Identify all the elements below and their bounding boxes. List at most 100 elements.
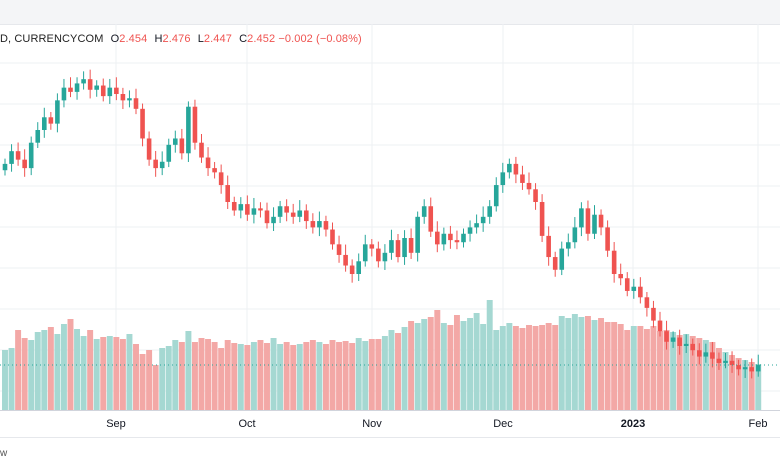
volume-bar — [205, 339, 212, 410]
candle — [559, 241, 565, 276]
candle — [526, 172, 532, 195]
candle — [304, 204, 309, 229]
volume-bar — [571, 314, 578, 410]
candle — [454, 230, 460, 250]
volume-bar — [702, 340, 709, 410]
candle-body — [467, 227, 473, 234]
candle-body — [710, 352, 715, 359]
candle-body — [35, 130, 41, 143]
volume-bar — [231, 343, 238, 410]
volume-bar — [250, 342, 257, 410]
candle-body — [81, 79, 86, 84]
volume-bar — [322, 344, 329, 410]
candle-body — [585, 208, 591, 234]
candle — [61, 78, 67, 108]
candle — [369, 239, 375, 257]
x-tick-label: Dec — [493, 418, 513, 430]
candle — [598, 209, 604, 236]
candle — [605, 220, 610, 257]
candle-body — [500, 172, 506, 186]
candle — [493, 177, 499, 212]
volume-bar — [2, 350, 8, 410]
volume-bar — [362, 341, 369, 410]
volume-bar — [191, 342, 198, 410]
candle — [120, 87, 126, 110]
volume-bar — [8, 348, 15, 410]
candle — [100, 78, 106, 102]
volume-bar — [467, 318, 474, 410]
candle-body — [356, 261, 361, 274]
candle-series — [2, 69, 761, 379]
candle-body — [127, 98, 132, 101]
candle-body — [454, 240, 460, 243]
high-value: 2.476 — [162, 33, 191, 45]
candle — [343, 244, 348, 272]
volume-bar — [460, 321, 467, 410]
volume-bar — [159, 348, 166, 410]
candle-body — [526, 182, 532, 190]
candle-body — [677, 337, 682, 346]
candle-body — [644, 297, 650, 308]
candle — [703, 343, 709, 363]
candle — [55, 93, 60, 133]
volume-bar — [539, 325, 546, 410]
volume-bar — [211, 342, 218, 410]
candle-body — [284, 206, 289, 213]
candle — [428, 197, 434, 237]
candle — [258, 202, 263, 218]
candle-body — [657, 320, 663, 332]
candle-body — [474, 223, 479, 228]
volume-bar — [493, 330, 500, 410]
candle-body — [133, 98, 139, 109]
candle — [415, 211, 420, 262]
volume-bar — [119, 339, 126, 410]
volume-bar — [381, 336, 388, 410]
candle — [42, 107, 47, 138]
candle — [539, 194, 545, 243]
volume-bar — [87, 330, 94, 410]
volume-bar — [683, 334, 690, 410]
volume-bar — [93, 339, 100, 410]
candle-body — [192, 106, 198, 143]
candle-body — [552, 257, 558, 270]
candle-body — [382, 252, 388, 262]
candle-body — [572, 227, 578, 243]
volume-bar — [244, 345, 251, 410]
volume-bar — [552, 325, 559, 410]
candle-body — [729, 360, 735, 366]
volume-bar — [139, 354, 146, 410]
candle — [736, 359, 741, 376]
candle-body — [611, 250, 617, 274]
volume-bar — [165, 346, 172, 410]
volume-bar — [113, 337, 120, 410]
candle-body — [2, 163, 8, 171]
candle-body — [304, 210, 309, 222]
volume-bar — [54, 334, 61, 410]
candle — [140, 103, 145, 147]
volume-bar — [414, 323, 421, 410]
candle — [677, 329, 682, 355]
volume-bar — [388, 330, 395, 410]
candle-body — [205, 157, 211, 169]
candle — [507, 158, 512, 179]
candle — [317, 211, 322, 237]
candle-body — [48, 117, 54, 124]
candle — [697, 343, 702, 365]
candle-body — [749, 367, 754, 372]
candle-body — [120, 94, 126, 101]
candle — [651, 300, 656, 328]
candle-body — [61, 87, 67, 101]
candle-body — [362, 244, 368, 262]
candle — [389, 229, 394, 260]
volume-bar — [15, 330, 22, 410]
candle — [330, 222, 335, 250]
volume-bar — [277, 344, 284, 410]
volume-bar — [329, 340, 336, 410]
volume-bar — [584, 316, 591, 410]
close-label: C — [239, 33, 248, 45]
volume-bar — [473, 313, 480, 410]
volume-bar — [349, 343, 356, 410]
candle-body — [742, 367, 748, 370]
volume-bar — [676, 335, 683, 410]
